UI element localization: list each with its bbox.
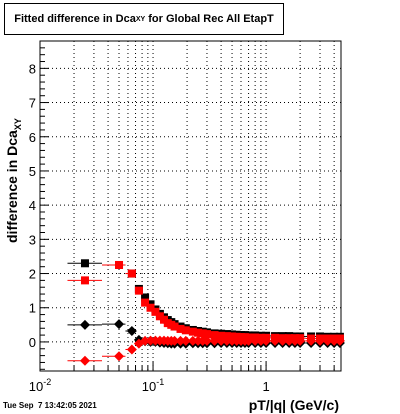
data-point-diamond — [289, 335, 300, 346]
data-point-square — [141, 298, 150, 307]
timestamp-footer: Tue Sep 7 13:42:05 2021 — [3, 401, 97, 410]
data-point-diamond — [334, 335, 345, 346]
chart-title-sub: XY — [135, 15, 146, 23]
data-point-square — [80, 276, 89, 285]
data-point-diamond — [243, 335, 254, 346]
data-point-square — [134, 286, 143, 295]
data-point-square — [176, 324, 185, 333]
data-point-diamond — [261, 335, 272, 346]
data-point-square — [198, 329, 207, 338]
data-point-diamond — [306, 335, 317, 346]
data-point-square — [141, 293, 150, 302]
data-point-diamond — [126, 325, 137, 336]
data-point-diamond — [209, 335, 220, 346]
data-point-diamond — [140, 335, 151, 346]
data-point-square — [217, 331, 226, 340]
data-points — [67, 259, 345, 366]
axis-ticks — [39, 40, 335, 371]
data-point-diamond — [114, 319, 125, 330]
data-point-diamond — [295, 335, 306, 346]
data-point-square — [194, 328, 203, 337]
data-point-square — [155, 312, 164, 321]
data-point-diamond — [277, 335, 288, 346]
y-tick-label: 1 — [29, 301, 36, 316]
chart-title-main: Fitted difference in Dca — [14, 13, 136, 25]
chart-title-rest: for Global Rec All EtapT — [145, 13, 274, 25]
data-point-square — [115, 260, 124, 269]
data-point-square — [127, 269, 136, 278]
data-point-square — [188, 327, 197, 336]
x-tick-label: 10-1 — [142, 377, 164, 394]
data-point-square — [170, 322, 179, 331]
y-tick-label: 8 — [29, 61, 36, 76]
data-point-square — [151, 307, 160, 316]
data-point-square — [146, 303, 155, 312]
data-point-square — [181, 326, 190, 335]
data-point-diamond — [322, 335, 333, 346]
y-tick-label: 0 — [29, 335, 36, 350]
chart-title: Fitted difference in Dca XY for Global Re… — [4, 3, 284, 35]
data-point-diamond — [180, 335, 191, 346]
data-point-diamond — [175, 335, 186, 346]
y-axis-label: difference in DcaXY — [4, 118, 23, 243]
data-point-diamond — [187, 335, 198, 346]
x-tick-label: 10-2 — [29, 377, 51, 394]
y-tick-label: 7 — [29, 96, 36, 111]
y-tick-label: 3 — [29, 232, 36, 247]
data-point-diamond — [255, 335, 266, 346]
data-point-diamond — [250, 335, 261, 346]
tick-labels: 0 1 2 3 4 5 6 7 8 10-2 10-1 1 — [29, 61, 270, 394]
y-tick-label: 2 — [29, 267, 36, 282]
data-point-diamond — [284, 335, 295, 346]
x-axis-label: pT/|q| (GeV/c) — [249, 397, 339, 413]
data-point-diamond — [126, 344, 137, 355]
data-point-diamond — [79, 319, 90, 330]
x-tick-label: 1 — [262, 379, 269, 394]
y-tick-label: 6 — [29, 130, 36, 145]
data-point-diamond — [329, 335, 340, 346]
y-tick-label: 5 — [29, 164, 36, 179]
data-point-diamond — [169, 335, 180, 346]
data-point-diamond — [216, 335, 227, 346]
data-point-square — [202, 330, 211, 339]
data-point-diamond — [114, 351, 125, 362]
data-point-square — [210, 331, 219, 340]
data-point-diamond — [221, 335, 232, 346]
data-point-diamond — [315, 335, 326, 346]
data-point-diamond — [270, 335, 281, 346]
data-point-diamond — [79, 355, 90, 366]
plot-frame — [39, 40, 342, 372]
data-point-square — [80, 259, 89, 268]
y-tick-label: 4 — [29, 198, 36, 213]
data-point-diamond — [201, 335, 212, 346]
